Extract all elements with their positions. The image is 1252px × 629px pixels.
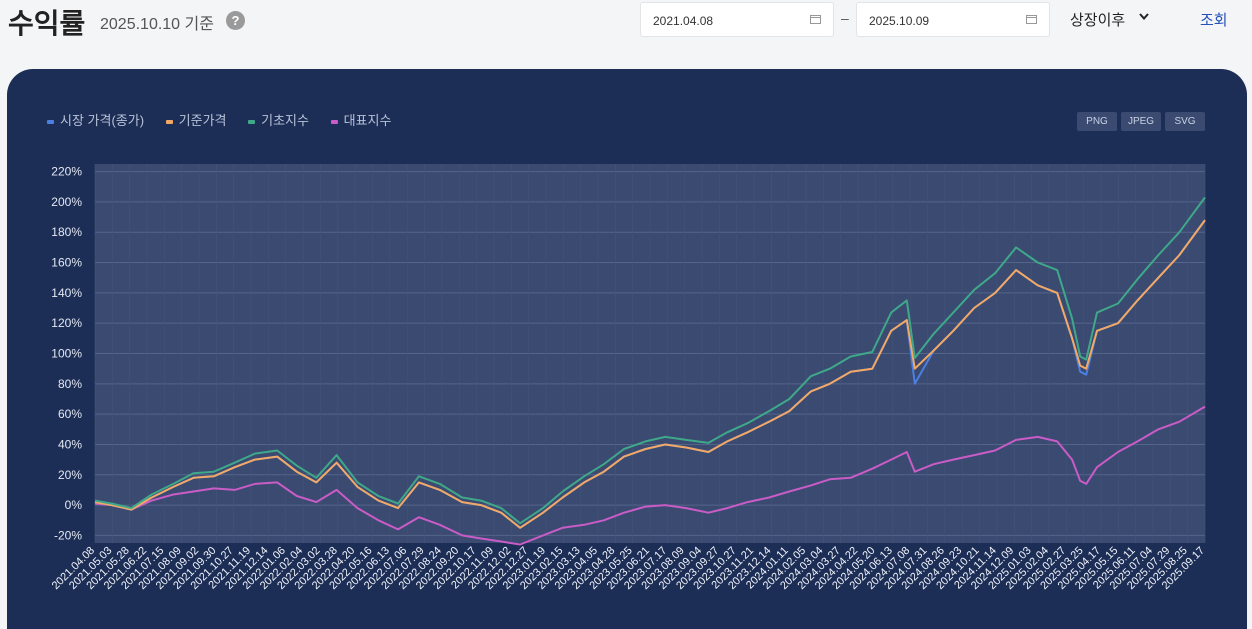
series-line: [94, 196, 1206, 525]
date-separator: –: [841, 10, 849, 26]
chart-legend: 시장 가격(종가) 기준가격 기초지수 대표지수: [47, 110, 409, 129]
y-tick-label: 100%: [51, 347, 82, 361]
y-tick-label: 220%: [51, 165, 82, 179]
series-line: [94, 219, 1206, 529]
y-tick-label: 0%: [65, 498, 83, 512]
legend-swatch: [165, 119, 173, 124]
legend-item-benchmark[interactable]: 대표지수: [330, 110, 392, 129]
start-date-value: 2021.04.08: [653, 14, 714, 28]
legend-item-nav[interactable]: 기준가격: [165, 110, 227, 129]
chevron-down-icon[interactable]: [1138, 12, 1150, 22]
legend-label: 기초지수: [261, 113, 309, 128]
series-line: [94, 405, 1206, 546]
y-tick-label: 200%: [51, 195, 82, 209]
legend-label: 기준가격: [178, 113, 227, 128]
legend-item-base-index[interactable]: 기초지수: [248, 110, 309, 129]
export-svg-button[interactable]: SVG: [1165, 112, 1205, 131]
y-tick-label: 80%: [58, 377, 82, 391]
legend-swatch: [47, 119, 54, 124]
page-header: 수익률 2025.10.10 기준 ? 2021.04.08 – 2025.10…: [0, 0, 1252, 44]
y-tick-label: 120%: [51, 316, 82, 330]
export-png-button[interactable]: PNG: [1077, 112, 1117, 131]
y-tick-label: 20%: [58, 468, 82, 482]
y-tick-label: 140%: [51, 286, 82, 300]
calendar-icon[interactable]: [810, 14, 821, 24]
y-tick-label: -20%: [54, 528, 82, 542]
as-of-date: 2025.10.10 기준: [100, 16, 214, 33]
legend-swatch: [330, 119, 338, 124]
y-tick-label: 60%: [58, 407, 82, 421]
chart-panel: 시장 가격(종가) 기준가격 기초지수 대표지수 PNG JPEG SVG -2…: [7, 69, 1247, 629]
export-jpeg-button[interactable]: JPEG: [1121, 112, 1161, 131]
legend-item-market-price[interactable]: 시장 가격(종가): [47, 110, 144, 129]
legend-swatch: [248, 119, 256, 124]
legend-label: 시장 가격(종가): [60, 113, 145, 128]
end-date-field[interactable]: 2025.10.09: [856, 2, 1050, 37]
calendar-icon[interactable]: [1026, 14, 1037, 24]
y-tick-label: 160%: [51, 256, 82, 270]
y-tick-label: 180%: [51, 225, 82, 239]
start-date-field[interactable]: 2021.04.08: [640, 2, 834, 37]
y-tick-label: 40%: [58, 437, 82, 451]
search-button[interactable]: 조회: [1200, 12, 1228, 29]
help-icon[interactable]: ?: [226, 11, 245, 30]
end-date-value: 2025.10.09: [869, 14, 930, 28]
legend-label: 대표지수: [343, 113, 392, 128]
page-title: 수익률: [8, 8, 86, 39]
return-line-chart: -20% 0% 20% 40% 60% 80% 100% 120% 140% 160% 180% 20…: [50, 164, 1207, 592]
period-select[interactable]: 상장이후: [1070, 12, 1126, 29]
